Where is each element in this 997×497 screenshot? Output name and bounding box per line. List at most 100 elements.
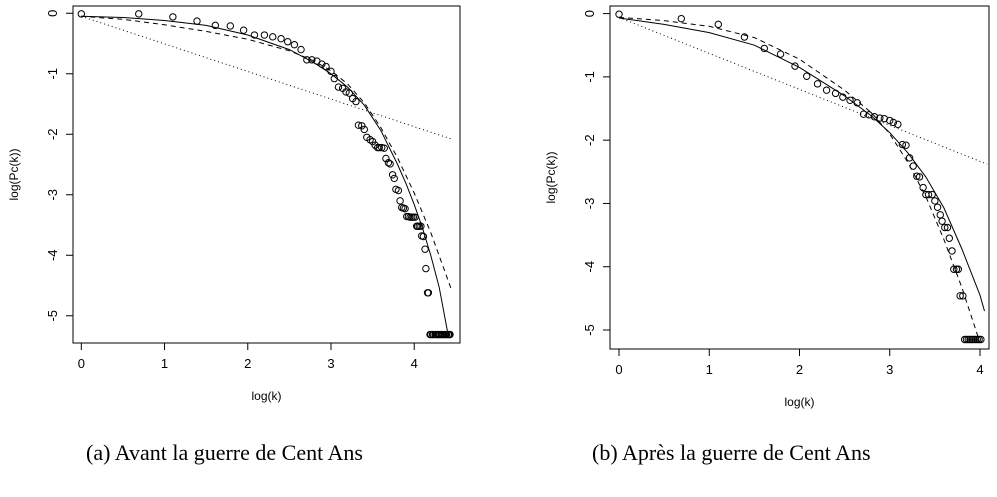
data-point-a-1 [135,10,143,18]
y-tick-label-b-0: 0 [582,10,597,17]
data-point-b-0 [615,10,623,18]
data-point-a-0 [77,10,86,18]
x-tick-label-a-2: 2 [244,356,251,371]
data-point-a-38 [382,154,390,163]
data-point-b-19 [886,116,894,125]
data-point-a-26 [352,97,360,106]
data-point-a-9 [269,33,277,41]
data-point-b-30 [924,190,933,199]
data-point-a-8 [260,31,269,39]
data-point-b-43 [956,292,964,300]
y-axis-label-b: log(Pc(k)) [544,151,558,203]
data-point-b-20 [889,118,898,127]
data-point-b-33 [933,203,942,211]
fit-line-dashed-b [618,16,981,343]
fit-line-solid-a [81,15,448,332]
data-point-a-5 [226,22,234,30]
caption-b: (b) Après la guerre de Cent Ans [592,440,871,465]
y-tick-label-a--2: -2 [45,128,60,140]
caption-a: (a) Avant la guerre de Cent Ans [86,440,363,465]
data-point-a-11 [284,37,292,46]
data-point-a-2 [169,13,177,21]
data-point-a-18 [322,62,330,71]
y-tick-label-a--5: -5 [45,310,60,322]
x-tick-label-b-2: 2 [796,362,803,377]
data-point-a-64 [424,289,433,297]
data-point-a-61 [421,245,429,253]
y-tick-label-b--3: -3 [582,198,597,210]
data-point-b-22 [898,140,907,149]
x-tick-label-b-1: 1 [706,362,713,377]
data-point-a-29 [360,125,368,134]
y-tick-label-a--1: -1 [45,68,60,80]
data-point-b-37 [943,223,952,232]
plot-frame-b [609,5,990,350]
data-point-a-4 [211,21,220,30]
data-point-a-10 [277,34,285,43]
fit-line-dashed-a [81,15,453,291]
plot-frame-a [72,5,461,344]
data-point-b-28 [919,183,927,192]
x-tick-label-a-3: 3 [327,356,334,371]
data-point-b-34 [936,211,944,219]
fit-line-solid-b [618,17,985,312]
data-point-a-6 [239,26,248,34]
x-tick-label-a-1: 1 [161,356,168,371]
data-point-a-62 [422,264,430,273]
data-point-b-9 [822,86,831,94]
data-point-a-21 [334,83,343,91]
data-point-b-35 [938,217,946,225]
data-point-a-14 [303,56,311,64]
data-point-b-8 [813,80,822,88]
data-point-b-27 [915,173,924,181]
data-point-a-48 [401,204,409,213]
data-point-b-26 [913,172,921,180]
x-tick-label-a-4: 4 [411,356,418,371]
data-point-a-27 [354,121,363,129]
data-point-b-54 [977,335,985,344]
data-point-b-23 [902,141,910,149]
chart-a: 0 1 2 3 4 0 -1 -2 -3 -4 -5 log(k) log(Pc(k)) [7,5,461,403]
data-point-b-14 [859,110,868,118]
data-point-b-31 [928,190,936,199]
data-point-b-38 [945,234,953,242]
data-point-a-23 [342,88,350,96]
data-point-b-36 [941,223,949,232]
data-point-a-41 [388,171,397,179]
data-point-a-39 [384,159,393,167]
data-point-b-32 [931,197,939,205]
data-point-b-7 [803,72,811,80]
data-point-a-44 [394,186,403,195]
data-point-b-1 [677,14,685,23]
x-tick-label-a-0: 0 [78,356,85,371]
data-point-a-37 [380,144,388,152]
data-point-a-35 [375,143,383,152]
y-tick-label-a--4: -4 [45,249,60,261]
x-axis-label-b: log(k) [784,395,814,409]
x-tick-label-b-3: 3 [886,362,893,377]
data-point-a-13 [297,45,305,54]
y-tick-label-b--2: -2 [582,134,597,146]
data-point-a-3 [193,17,201,25]
y-tick-label-b--5: -5 [582,324,597,336]
x-axis-label-a: log(k) [251,389,281,403]
data-point-a-83 [446,330,454,339]
data-point-a-7 [250,31,259,39]
data-point-a-45 [396,197,404,205]
data-point-b-42 [954,265,963,273]
data-point-a-40 [386,160,394,168]
y-tick-label-b--1: -1 [582,71,597,83]
data-point-a-60 [419,232,428,241]
data-point-b-6 [791,62,799,70]
y-axis-label-a: log(Pc(k)) [7,148,21,200]
data-point-b-21 [894,120,902,129]
data-point-a-12 [290,41,299,49]
y-tick-label-a--3: -3 [45,189,60,201]
data-point-b-44 [959,292,967,300]
data-point-b-3 [740,33,749,41]
fit-line-dotted-b [618,16,988,165]
y-tick-label-b--4: -4 [582,261,597,273]
data-point-b-12 [846,96,854,104]
data-point-a-42 [390,174,398,183]
